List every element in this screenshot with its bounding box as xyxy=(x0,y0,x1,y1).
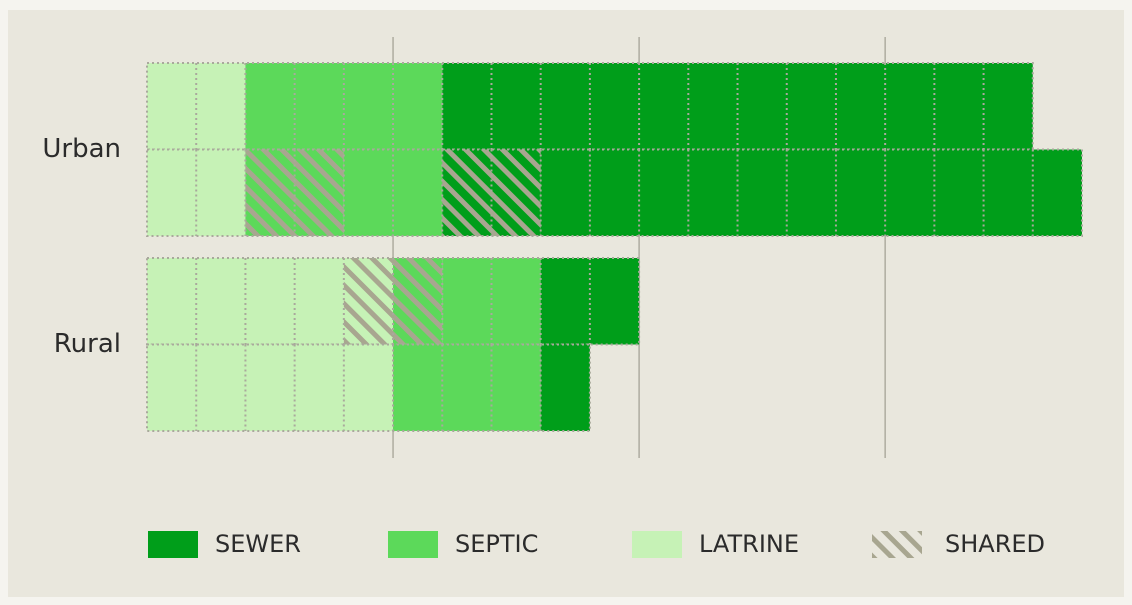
segment xyxy=(147,63,246,150)
shared-hatch xyxy=(245,149,344,236)
segment xyxy=(540,344,590,431)
segment xyxy=(147,149,246,236)
category-label: Rural xyxy=(54,329,121,359)
segment xyxy=(540,149,1082,236)
category-label: Urban xyxy=(42,134,121,164)
segment xyxy=(393,344,541,431)
legend-label: LATRINE xyxy=(699,530,799,558)
legend-swatch xyxy=(148,531,198,558)
segment xyxy=(245,63,443,150)
segment xyxy=(343,149,443,236)
legend-label: SEWER xyxy=(215,530,301,558)
segment xyxy=(147,258,344,345)
shared-hatch xyxy=(393,258,443,345)
segment xyxy=(442,63,1033,150)
legend-swatch xyxy=(632,531,682,558)
row-outline xyxy=(146,257,641,346)
segment xyxy=(540,258,640,345)
shared-hatch xyxy=(442,149,541,236)
legend-label: SEPTIC xyxy=(455,530,538,558)
legend-label: SHARED xyxy=(945,530,1045,558)
shared-hatch xyxy=(343,258,394,345)
segment xyxy=(147,344,394,431)
legend-swatch xyxy=(388,531,438,558)
segment xyxy=(442,258,541,345)
row-outline xyxy=(146,343,591,432)
legend-swatch xyxy=(872,531,922,558)
